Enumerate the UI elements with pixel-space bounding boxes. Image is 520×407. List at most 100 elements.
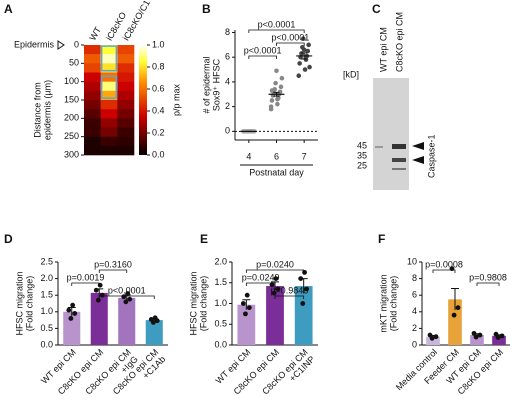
- data-point: [499, 333, 505, 339]
- bar: [470, 335, 484, 345]
- data-point: [70, 302, 76, 308]
- data-point: [471, 330, 477, 336]
- annotation: Epidermis: [14, 39, 55, 49]
- heatmap-cell: [84, 127, 101, 137]
- y-tick-label: 2.5: [40, 256, 53, 266]
- y-tick-label: 0.0: [214, 339, 227, 349]
- data-point: [297, 61, 302, 66]
- gel-band: [392, 144, 406, 149]
- p-value: p=0.0008: [425, 259, 463, 269]
- gel-band: [392, 168, 406, 170]
- heatmap-cell: [117, 127, 135, 137]
- heatmap-cell: [100, 118, 118, 128]
- heatmap-cell: [84, 54, 101, 64]
- data-point: [99, 292, 105, 298]
- data-point: [246, 305, 252, 311]
- heatmap-cell: [117, 45, 135, 55]
- significance-bracket: [432, 269, 456, 273]
- y-tick-label: 250: [64, 131, 79, 141]
- heatmap-cell: [117, 54, 135, 64]
- heatmap-cell: [100, 72, 118, 82]
- y-axis-label: mKT migration: [378, 274, 388, 332]
- data-point: [268, 104, 274, 109]
- significance-bracket: [245, 269, 305, 273]
- data-point: [148, 317, 154, 322]
- y-axis-label: (Fold change): [24, 276, 34, 332]
- y-axis-label: (Fold change): [388, 276, 398, 332]
- heatmap-cell: [117, 90, 135, 101]
- gel-band: [375, 146, 383, 148]
- bar: [90, 292, 108, 345]
- data-point: [273, 80, 278, 86]
- column-label: WT: [87, 25, 103, 43]
- data-point: [300, 36, 306, 41]
- data-point: [66, 307, 72, 313]
- p-value: p<0.0001: [258, 19, 296, 29]
- heatmap-cell: [100, 81, 118, 92]
- significance-bracket: [276, 42, 305, 46]
- y-axis-label: Distance from: [32, 82, 42, 138]
- heatmap-cell: [84, 81, 101, 92]
- y-tick-label: 0: [412, 339, 417, 349]
- heatmap-cell: [100, 63, 118, 73]
- heatmap-cell: [117, 118, 135, 128]
- error-bar: [451, 288, 459, 311]
- annotation-arrow: [57, 40, 65, 50]
- y-axis-label: # of epidermal: [201, 56, 211, 113]
- heatmap-cell: [100, 90, 118, 101]
- x-tick-label: 4: [246, 151, 251, 161]
- y-tick-label: 300: [64, 149, 79, 159]
- data-point: [305, 48, 311, 54]
- error-bar: [273, 91, 280, 97]
- data-point: [269, 282, 275, 288]
- y-tick-label: 1.0: [214, 298, 227, 308]
- data-point: [68, 316, 74, 321]
- data-point: [301, 47, 307, 53]
- significance-bracket: [248, 55, 277, 59]
- gel-image: [373, 78, 409, 190]
- p-value: p<0.0001: [244, 45, 282, 55]
- data-point: [300, 301, 306, 306]
- data-point: [97, 282, 103, 288]
- y-tick-label: 0: [225, 126, 230, 136]
- heatmap-cell: [117, 136, 135, 147]
- gel-band: [392, 158, 406, 162]
- bar: [426, 336, 440, 345]
- heatmap-cell: [84, 63, 101, 73]
- data-point: [306, 42, 311, 48]
- y-tick-label: 200: [64, 113, 79, 123]
- p-value: p=0.3160: [94, 259, 132, 269]
- y-tick-label: 0: [74, 39, 79, 49]
- lane-label: WT epi CM: [378, 27, 388, 72]
- data-point: [277, 89, 283, 95]
- y-tick-label: 2: [225, 101, 230, 111]
- heatmap-cell: [117, 81, 135, 92]
- bar: [294, 286, 313, 345]
- heatmap-cell: [100, 45, 118, 55]
- x-tick-label: 7: [302, 151, 307, 161]
- heatmap-cell: [84, 45, 101, 55]
- data-point: [125, 291, 131, 296]
- p-value: p=0.9846: [270, 285, 308, 295]
- data-point: [72, 311, 78, 316]
- data-point: [271, 290, 277, 296]
- y-axis-label: HFSC migration: [188, 271, 198, 335]
- panel-label: C: [372, 2, 381, 16]
- data-point: [269, 88, 275, 93]
- bar: [492, 335, 506, 345]
- significance-bracket: [98, 295, 155, 299]
- x-axis-label: Postnatal day: [249, 167, 304, 177]
- data-point: [275, 96, 280, 102]
- bar: [63, 311, 81, 345]
- panel-label: B: [202, 2, 211, 16]
- y-axis-label: (Fold change): [198, 276, 208, 332]
- data-point: [244, 292, 250, 298]
- heatmap-cell: [84, 100, 101, 110]
- error-bar: [301, 52, 308, 60]
- heatmap-cell: [100, 136, 118, 147]
- data-point: [123, 299, 129, 305]
- y-tick-label: 0.5: [214, 319, 227, 329]
- heatmap-cell: [84, 109, 101, 119]
- marker-label: 45: [357, 140, 367, 150]
